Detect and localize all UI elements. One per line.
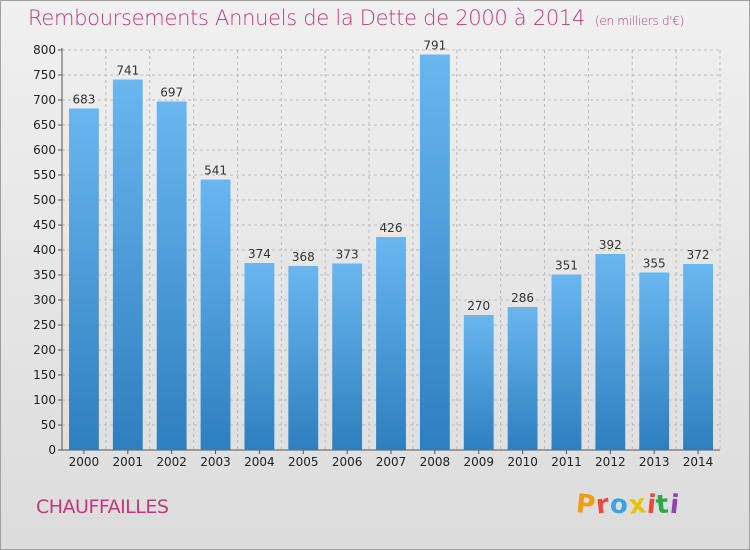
bar-value-label: 270: [467, 299, 490, 313]
y-tick-label: 800: [33, 43, 56, 57]
y-tick-label: 350: [33, 268, 56, 282]
x-tick-label: 2007: [376, 455, 407, 469]
bar-value-label: 392: [599, 238, 622, 252]
y-tick-label: 500: [33, 193, 56, 207]
bar-value-label: 541: [204, 164, 227, 178]
y-tick-label: 50: [41, 418, 56, 432]
y-tick-label: 100: [33, 393, 56, 407]
x-tick-label: 2005: [288, 455, 319, 469]
bar-2002[interactable]: [156, 101, 187, 451]
y-tick-label: 150: [33, 368, 56, 382]
y-tick-label: 700: [33, 93, 56, 107]
bars: [69, 54, 713, 451]
x-tick-label: 2011: [551, 455, 582, 469]
proxiti-logo[interactable]: Proxiti: [574, 489, 682, 521]
bar-2011[interactable]: [551, 274, 582, 451]
bar-2000[interactable]: [69, 108, 99, 451]
bar-2010[interactable]: [507, 307, 538, 450]
x-tick-label: 2002: [156, 455, 187, 469]
chart-title-text: Remboursements Annuels de la Dette de 20…: [28, 6, 585, 30]
bar-value-label: 741: [116, 64, 139, 78]
bar-value-label: 286: [511, 291, 534, 305]
bar-value-label: 683: [72, 93, 95, 107]
y-tick-label: 0: [48, 443, 56, 457]
bar-2012[interactable]: [595, 254, 626, 450]
bar-2008[interactable]: [419, 54, 450, 451]
bar-2006[interactable]: [332, 263, 363, 451]
y-tick-label: 550: [33, 168, 56, 182]
logo-letter: i: [668, 489, 682, 521]
x-tick-label: 2006: [332, 455, 363, 469]
y-tick-label: 650: [33, 118, 56, 132]
chart-unit: (en milliers d'€): [595, 14, 685, 28]
bar-value-label: 351: [555, 259, 578, 273]
bar-2014[interactable]: [683, 264, 713, 450]
labels: 0 50 100 150 200 250 300 350 400 450 500 550 600 650 7…: [33, 39, 713, 470]
town-name: CHAUFFAILLES: [36, 496, 169, 518]
y-tick-label: 450: [33, 218, 56, 232]
x-tick-label: 2013: [639, 455, 670, 469]
bar-2013[interactable]: [639, 272, 670, 451]
x-tick-label: 2010: [507, 455, 538, 469]
bar-2003[interactable]: [200, 179, 231, 451]
y-tick-label: 200: [33, 343, 56, 357]
bar-2001[interactable]: [112, 79, 143, 451]
x-tick-label: 2014: [683, 455, 714, 469]
bar-2009[interactable]: [463, 315, 494, 450]
bar-value-label: 791: [423, 39, 446, 53]
chart-title: Remboursements Annuels de la Dette de 20…: [28, 6, 684, 30]
x-tick-label: 2009: [463, 455, 494, 469]
bar-value-label: 697: [160, 86, 183, 100]
x-tick-label: 2008: [420, 455, 451, 469]
y-tick-label: 750: [33, 68, 56, 82]
x-tick-label: 2012: [595, 455, 626, 469]
bar-value-label: 368: [292, 250, 315, 264]
bar-value-label: 426: [380, 221, 403, 235]
bar-2004[interactable]: [244, 263, 275, 450]
bar-2005[interactable]: [288, 266, 319, 450]
y-tick-label: 400: [33, 243, 56, 257]
x-tick-label: 2000: [69, 455, 100, 469]
y-tick-label: 600: [33, 143, 56, 157]
bar-2007[interactable]: [376, 237, 406, 450]
bar-value-label: 373: [336, 248, 359, 262]
x-tick-label: 2003: [200, 455, 231, 469]
bar-value-label: 355: [643, 257, 666, 271]
x-tick-label: 2001: [113, 455, 144, 469]
x-tick-label: 2004: [244, 455, 275, 469]
bar-value-label: 372: [687, 248, 710, 262]
y-tick-label: 300: [33, 293, 56, 307]
y-tick-label: 250: [33, 318, 56, 332]
bar-value-label: 374: [248, 247, 271, 261]
